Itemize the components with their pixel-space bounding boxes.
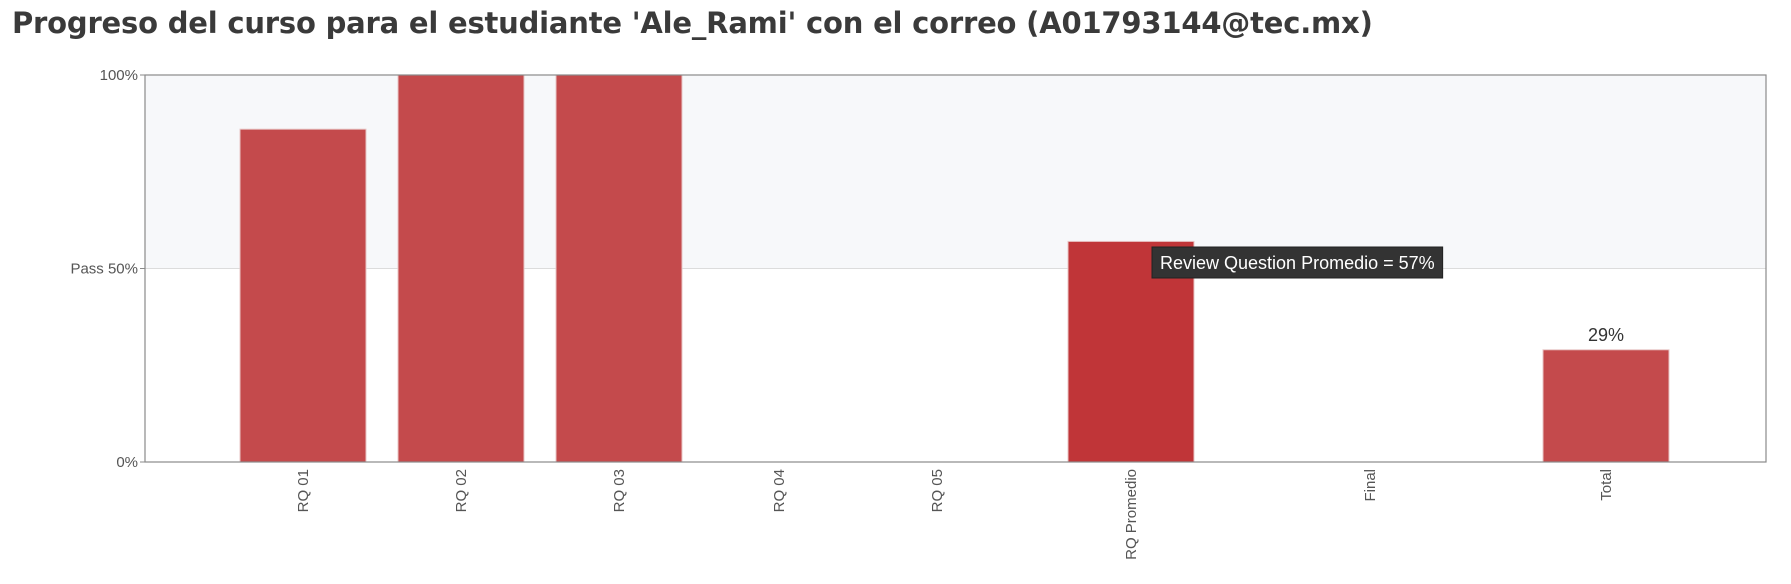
x-tick-label: RQ 02 (453, 469, 470, 512)
data-label: 29% (1588, 325, 1624, 345)
tooltip-text: Review Question Promedio = 57% (1160, 253, 1435, 273)
bar-total[interactable] (1542, 349, 1670, 463)
x-tick-label: RQ 01 (295, 469, 312, 512)
data-labels: 29% (1588, 325, 1624, 345)
tooltip-box (1151, 246, 1444, 279)
plot-background (145, 75, 1766, 269)
x-tick-label: RQ 03 (611, 469, 628, 512)
y-axis-ticks: 0% Pass 50% 100% (70, 67, 145, 471)
x-tick-label: RQ 04 (771, 469, 788, 512)
page-title: Progreso del curso para el estudiante 'A… (12, 6, 1373, 40)
y-tick-label: 0% (116, 454, 138, 471)
x-tick-label: RQ Promedio (1123, 469, 1140, 560)
bar-rq-03[interactable] (555, 74, 683, 463)
bar-rq-01[interactable] (239, 128, 367, 463)
hover-tooltip: Review Question Promedio = 57% (1151, 246, 1444, 279)
x-tick-label: Final (1362, 469, 1379, 502)
y-tick-label: 100% (100, 67, 138, 84)
y-tick-label: Pass 50% (70, 261, 138, 278)
pass-band (145, 75, 1766, 269)
x-axis-ticks: RQ 01 RQ 02 RQ 03 RQ 04 RQ 05 RQ Promedio Fina… (295, 469, 1615, 560)
bar-rq-02[interactable] (397, 74, 525, 463)
x-tick-label: Total (1598, 469, 1615, 501)
x-tick-label: RQ 05 (929, 469, 946, 512)
bars-group (239, 74, 1670, 463)
